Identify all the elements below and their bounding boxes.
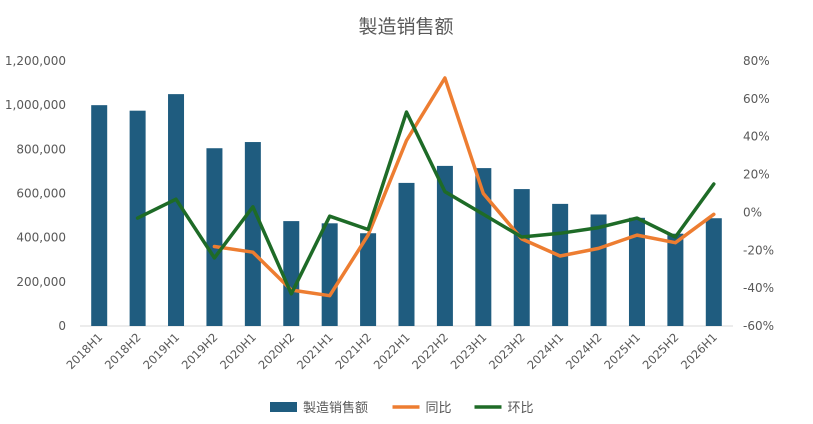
bar — [206, 148, 223, 326]
x-axis-tick-label: 2019H2 — [179, 330, 221, 372]
x-axis-tick-label: 2025H1 — [601, 330, 643, 372]
right-axis-tick-label: -40% — [743, 281, 774, 295]
bar — [552, 203, 569, 326]
x-axis-tick-label: 2019H1 — [140, 330, 182, 372]
x-axis-tick-label: 2022H1 — [371, 330, 413, 372]
bar — [91, 105, 108, 327]
bar — [436, 165, 453, 326]
bar — [475, 168, 492, 326]
left-axis-tick-label: 1,200,000 — [5, 54, 66, 68]
bar — [283, 221, 300, 326]
x-axis-tick-label: 2026H1 — [678, 330, 720, 372]
x-axis-tick-label: 2018H1 — [63, 330, 105, 372]
legend-label: 同比 — [426, 401, 452, 416]
right-axis-tick-label: 0% — [743, 205, 762, 219]
left-axis-tick-label: 400,000 — [16, 231, 66, 245]
right-axis-tick-label: 60% — [743, 92, 770, 106]
bar — [513, 189, 530, 326]
x-axis-tick-label: 2020H2 — [256, 330, 298, 372]
x-axis-tick-label: 2023H1 — [448, 330, 490, 372]
right-axis-tick-label: -20% — [743, 243, 774, 257]
chart-title: 製造销售额 — [358, 16, 453, 38]
bar — [667, 233, 684, 326]
left-axis-tick-label: 800,000 — [16, 142, 66, 156]
right-axis-tick-label: 80% — [743, 54, 770, 68]
left-axis-tick-label: 1,000,000 — [5, 98, 66, 112]
x-axis-tick-label: 2021H1 — [294, 330, 336, 372]
bar — [168, 94, 185, 326]
legend: 製造销售额 同比 环比 — [270, 400, 534, 416]
right-axis-tick-label: 20% — [743, 168, 770, 182]
legend-swatch-bar — [270, 402, 297, 412]
x-axis-tick-label: 2023H2 — [486, 330, 528, 372]
bar — [705, 218, 722, 326]
bar — [628, 217, 645, 326]
x-axis-tick-label: 2024H1 — [524, 330, 566, 372]
left-axis-tick-label: 0 — [58, 319, 66, 333]
bar — [398, 182, 415, 326]
legend-label: 製造销售额 — [303, 400, 368, 416]
bar — [360, 233, 377, 326]
x-axis-tick-label: 2025H2 — [640, 330, 682, 372]
series-line-mom — [135, 110, 716, 296]
x-axis-tick-label: 2022H2 — [409, 330, 451, 372]
bar — [321, 223, 338, 326]
legend-label: 环比 — [508, 401, 534, 416]
plot-area: 0 200,000 400,000 600,000 800,000 1,000,000 1,… — [5, 54, 774, 372]
left-axis-tick-label: 600,000 — [16, 187, 66, 201]
series-line-yoy — [212, 76, 716, 298]
x-axis-tick-label: 2021H2 — [332, 330, 374, 372]
right-axis-tick-label: -60% — [743, 319, 774, 333]
right-axis-tick-label: 40% — [743, 130, 770, 144]
x-axis-tick-label: 2018H2 — [102, 330, 144, 372]
bar — [590, 214, 607, 326]
bar — [244, 142, 261, 326]
x-axis-tick-label: 2024H2 — [563, 330, 605, 372]
left-axis-tick-label: 200,000 — [16, 275, 66, 289]
x-axis-tick-label: 2020H1 — [217, 330, 259, 372]
